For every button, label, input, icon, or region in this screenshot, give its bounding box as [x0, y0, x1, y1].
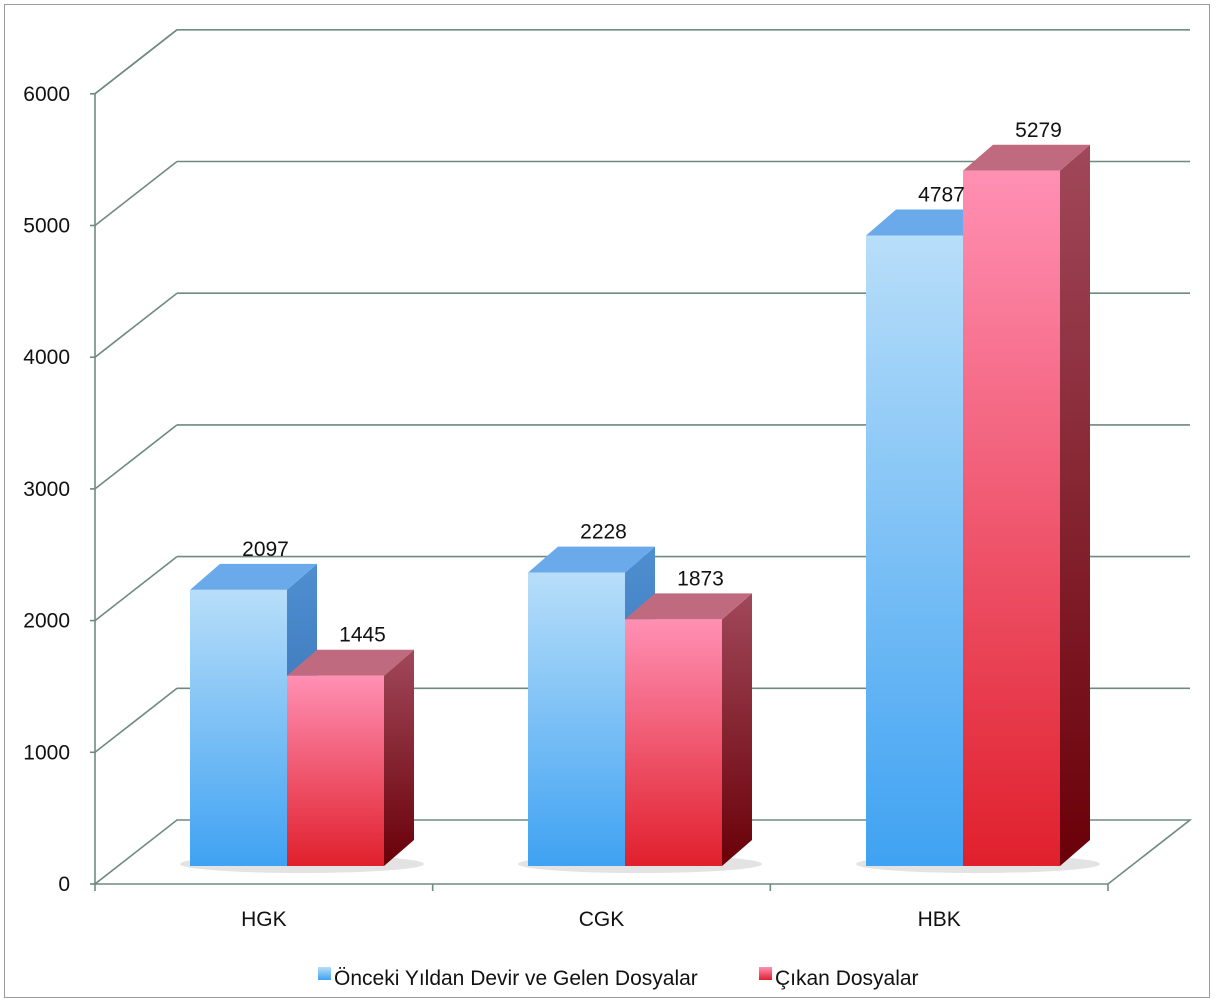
bar-top-face: [287, 649, 414, 676]
legend-label: Çıkan Dosyalar: [775, 967, 919, 990]
bar-front-face: [287, 675, 384, 866]
legend-swatch: [318, 967, 331, 980]
gridline-depth: [94, 424, 178, 490]
gridline-depth: [94, 160, 178, 227]
data-label: 4787: [918, 184, 965, 207]
bar-front-face: [625, 619, 722, 866]
y-tick-label: 3000: [23, 478, 70, 501]
bar-side-face: [722, 593, 752, 866]
bar-top-face: [866, 209, 993, 236]
bar-front-face: [866, 235, 963, 866]
bar-side-face: [384, 649, 414, 866]
bar-hbk-cikan: [963, 144, 1090, 866]
data-label: 1445: [339, 624, 386, 647]
bar-hgk-cikan: [287, 649, 414, 866]
data-label: 2228: [580, 521, 627, 544]
bar-side-face: [1060, 144, 1090, 866]
data-label: 2097: [242, 538, 289, 561]
x-category-label: HGK: [241, 908, 287, 931]
gridline-depth: [94, 292, 178, 358]
y-tick-label: 2000: [23, 610, 70, 633]
axis-top-depth: [94, 29, 178, 95]
bar-cgk-cikan: [625, 593, 752, 866]
legend-label: Önceki Yıldan Devir ve Gelen Dosyalar: [334, 967, 698, 990]
bar-top-face: [190, 563, 317, 590]
y-tick-label: 1000: [23, 741, 70, 764]
data-label: 5279: [1015, 119, 1062, 142]
gridline-depth: [94, 555, 178, 622]
bar-front-face: [528, 572, 625, 866]
gridline-depth: [94, 687, 178, 753]
x-category-label: CGK: [579, 908, 625, 931]
legend-swatch: [759, 967, 772, 980]
y-tick-label: 0: [58, 873, 70, 896]
bar-front-face: [190, 589, 287, 866]
legend: Önceki Yıldan Devir ve Gelen Dosyalar Çık…: [318, 967, 919, 990]
y-tick-label: 5000: [23, 215, 70, 238]
bar-front-face: [963, 170, 1060, 866]
label-layer: 0 1000 2000 3000 4000 5000 6000 2097 1445 HGK 2228…: [23, 83, 1062, 931]
bar-layer: [190, 144, 1090, 866]
y-tick-label: 4000: [23, 346, 70, 369]
y-tick-label: 6000: [23, 83, 70, 106]
bar-top-face: [528, 546, 655, 573]
bar-top-face: [963, 144, 1090, 171]
bar-top-face: [625, 593, 752, 620]
chart-frame: [4, 4, 1210, 998]
data-label: 1873: [677, 567, 724, 590]
x-category-label: HBK: [918, 908, 961, 931]
